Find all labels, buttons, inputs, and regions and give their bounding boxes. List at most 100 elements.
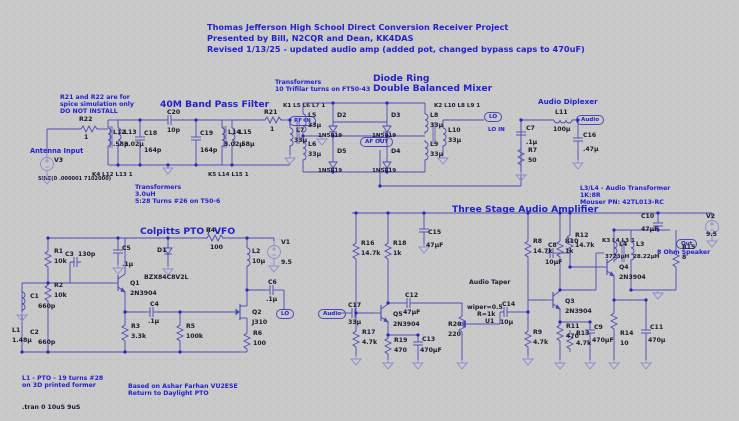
label-C5-val: .1µ xyxy=(122,261,134,268)
label-V2-ref: V2 xyxy=(706,213,716,220)
label-R20-val: 220 xyxy=(448,331,461,338)
label-L14-val: 3.02µ xyxy=(224,141,244,148)
label-V2-val: 9.5 xyxy=(706,231,717,238)
label-D1-val: BZX84C8V2L xyxy=(144,274,189,281)
label-R2-ref: R2 xyxy=(54,282,64,289)
section-title-mixer-line1: Diode Ring xyxy=(373,73,430,84)
label-R14-ref: R14 xyxy=(620,330,634,337)
label-L2-ref: L2 xyxy=(252,248,261,255)
note-mixer-xfmr-1: Transformers xyxy=(275,79,322,86)
label-C8-ref: C8 xyxy=(548,242,557,249)
label-D3-ref: D3 xyxy=(391,112,401,119)
label-R6-val: 100 xyxy=(253,340,266,347)
title-line-1: Thomas Jefferson High School Direct Conv… xyxy=(207,22,509,32)
label-R5-val: 100k xyxy=(186,333,204,340)
note-audio-taper: Audio Taper xyxy=(469,279,511,286)
label-R14-val: 10 xyxy=(620,340,629,347)
label-Q3-ref: Q3 xyxy=(565,298,575,305)
section-title-diplexer: Audio Diplexer xyxy=(538,97,598,106)
label-R22-ref: R22 xyxy=(79,116,93,123)
label-L5-val: 33µ xyxy=(308,122,322,129)
section-title-audio-amp: Three Stage Audio Amplifier xyxy=(452,204,599,215)
label-C9-val: 470µF xyxy=(592,337,614,344)
label-C15-val: 47µF xyxy=(426,242,444,249)
label-R22-val: 1 xyxy=(84,134,89,141)
label-C7-val: .1µ xyxy=(526,139,538,146)
port-af-out[interactable]: AF OUT xyxy=(360,137,394,147)
label-Q2-ref: Q2 xyxy=(252,309,262,316)
label-C9-ref: C9 xyxy=(594,324,603,331)
label-R9-ref: R9 xyxy=(533,329,543,336)
label-C1-ref: C1 xyxy=(30,293,39,300)
label-Q1-val: 2N3904 xyxy=(130,290,157,297)
label-R4-ref: R4 xyxy=(206,227,216,234)
note-mixer-xfmr-2: 10 Trifilar turns on FT50-43 xyxy=(275,86,371,93)
label-R6-ref: R6 xyxy=(253,330,263,337)
label-V1-ref: V1 xyxy=(281,239,291,246)
label-C3-val: 130p xyxy=(78,251,96,258)
label-R13-val: 4.7k xyxy=(576,340,592,347)
label-Q4-ref: Q4 xyxy=(619,264,629,271)
label-C11-val: 470µ xyxy=(648,337,666,344)
label-R8-ref: R8 xyxy=(533,238,543,245)
label-L9-val: 33µ xyxy=(430,151,444,158)
label-C18-ref: C18 xyxy=(144,130,158,137)
label-R3-val: 3.3k xyxy=(131,333,147,340)
label-C4-ref: C4 xyxy=(150,301,159,308)
label-L11-ref: L11 xyxy=(555,109,568,116)
label-R7-ref: R7 xyxy=(528,147,538,154)
label-Q1-ref: Q1 xyxy=(130,280,140,287)
coupling-k2: K2 L10 L8 L9 1 xyxy=(434,103,481,109)
label-Q2-val: J310 xyxy=(252,319,268,326)
label-L1-ref: L1 xyxy=(12,327,21,334)
label-R20-ref: R20 xyxy=(448,321,462,328)
note-spice-2: spice simulation only xyxy=(60,101,134,108)
port-lo-top[interactable]: LO xyxy=(484,112,503,122)
port-out[interactable]: Out xyxy=(676,239,698,249)
label-L7-ref: L7 xyxy=(296,127,305,134)
note-spice-3: DO NOT INSTALL xyxy=(60,108,118,115)
label-D1-ref: D1 xyxy=(157,247,167,254)
label-D3-val: 1N5819 xyxy=(372,133,397,139)
label-C19-val: 164p xyxy=(200,147,218,154)
label-L4-val: 3723µH xyxy=(605,254,630,260)
port-audio-amp-in[interactable]: Audio xyxy=(318,309,347,319)
note-pto-coil-1: L1 - PTO - 19 turns #28 xyxy=(22,375,104,382)
note-audio-xfmr-3: Mouser PN: 42TL013-RC xyxy=(580,199,664,206)
label-C19-ref: C19 xyxy=(200,130,214,137)
label-D4-ref: D4 xyxy=(391,148,401,155)
label-R11-ref: R11 xyxy=(566,323,580,330)
label-R1-val: 10k xyxy=(54,258,67,265)
label-L13-val: 3.02µ xyxy=(124,141,144,148)
label-L10-ref: L10 xyxy=(448,127,461,134)
label-L13-ref: L13 xyxy=(124,129,137,136)
port-audio-out[interactable]: Audio xyxy=(576,115,605,125)
label-R10-val: 1k xyxy=(565,248,574,255)
label-R19-val: 470 xyxy=(394,347,407,354)
label-U1-ref: U1 xyxy=(485,318,495,325)
note-pto-credit-1: Based on Ashar Farhan VU2ESE xyxy=(128,383,238,390)
port-lo-in-label[interactable]: LO IN xyxy=(488,127,505,133)
label-R9-val: 4.7k xyxy=(533,339,549,346)
label-R12-val: 14.7k xyxy=(575,242,595,249)
label-L6-ref: L6 xyxy=(308,141,317,148)
section-title-pto: Colpitts PTO / VFO xyxy=(140,226,236,237)
label-Q5-ref: Q5 xyxy=(393,311,403,318)
note-bpf-xfmr-2: 3.0uH xyxy=(135,191,156,198)
label-C8-val: 10µF xyxy=(545,259,563,266)
label-D4-val: 1N5819 xyxy=(372,168,397,174)
label-R21-ref: R21 xyxy=(264,109,278,116)
label-R7-val: 50 xyxy=(528,157,537,164)
label-R21-val: 1 xyxy=(270,126,275,133)
label-R12-ref: R12 xyxy=(575,232,589,239)
label-D2-ref: D2 xyxy=(337,112,347,119)
port-lo-pto[interactable]: LO xyxy=(276,309,295,319)
label-R15-ref: R15 xyxy=(682,244,696,251)
label-C20-val: 10p xyxy=(167,127,181,134)
label-Q5-val: 2N3904 xyxy=(393,321,420,328)
label-C12-ref: C12 xyxy=(405,292,419,299)
label-L12-val: .58µ xyxy=(113,141,129,148)
label-L15-val: .58µ xyxy=(239,141,255,148)
